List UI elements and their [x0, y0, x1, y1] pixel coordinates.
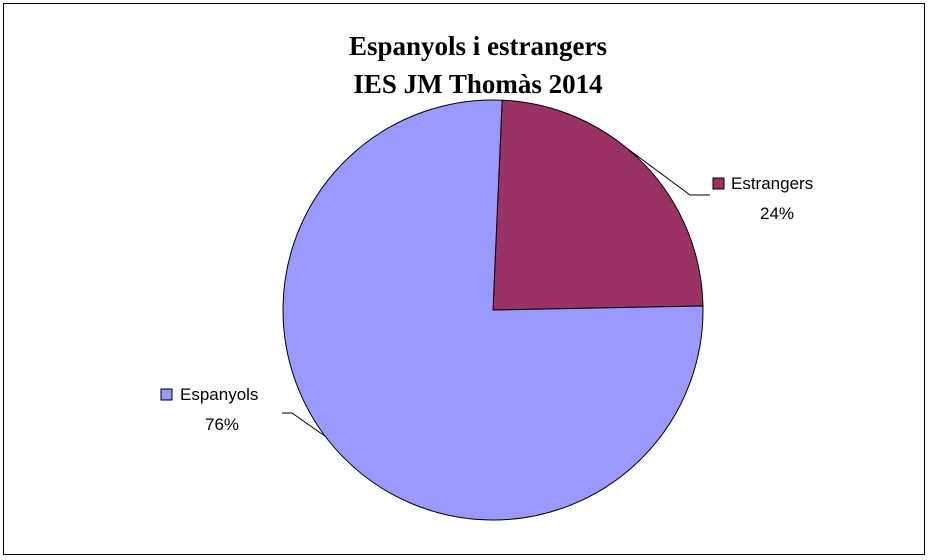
pie-slices [282, 99, 704, 521]
leader-line-estrangers [626, 148, 710, 196]
leader-line-espanyols [282, 412, 326, 437]
leader-lines [282, 148, 710, 437]
chart-title: Espanyols i estrangers [349, 31, 607, 61]
slice-label-percent: 24% [760, 204, 794, 223]
pie-slice-espanyols [282, 99, 704, 521]
legend-swatch-estrangers [712, 177, 725, 190]
legend-swatch-espanyols [160, 388, 173, 401]
pie-slice-estrangers [492, 99, 704, 311]
chart-subtitle: IES JM Thomàs 2014 [353, 69, 602, 99]
slice-label-percent: 76% [205, 415, 239, 434]
slice-label-name: Estrangers [731, 174, 813, 193]
slice-label-espanyols: Espanyols 76% [160, 385, 258, 434]
slice-label-estrangers: Estrangers 24% [712, 174, 813, 223]
slice-label-name: Espanyols [180, 385, 258, 404]
